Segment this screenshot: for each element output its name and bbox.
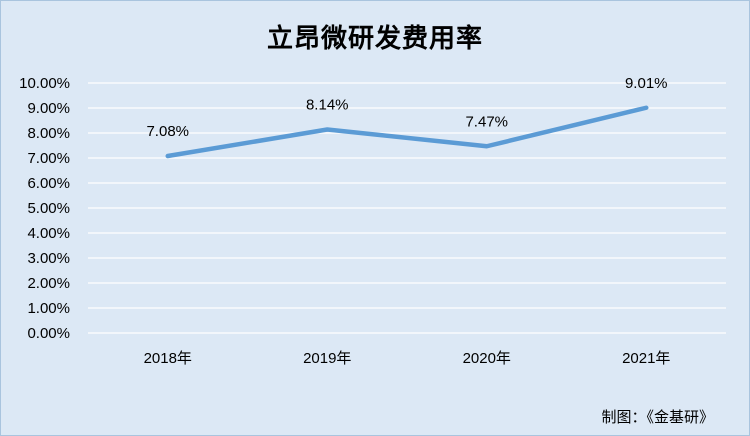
y-tick-label: 3.00% (27, 250, 70, 267)
chart-title: 立昂微研发费用率 (266, 24, 483, 54)
y-tick-label: 2.00% (27, 275, 70, 292)
y-axis: 0.00% 1.00% 2.00% 3.00% 4.00% 5.00% 6.00% 7.00%… (19, 75, 70, 342)
y-tick-label: 0.00% (27, 325, 70, 342)
y-tick-label: 4.00% (27, 225, 70, 242)
series-line (165, 105, 649, 159)
x-tick-label: 2020年 (463, 350, 511, 367)
data-point (326, 129, 328, 130)
y-tick-label: 9.00% (27, 100, 70, 117)
y-tick-label: 1.00% (27, 300, 70, 317)
x-tick-label: 2018年 (144, 350, 192, 367)
data-point (167, 155, 169, 157)
x-axis: 2018年 2019年 2020年 2021年 (144, 350, 671, 367)
data-label: 9.01% (625, 75, 668, 92)
data-point (645, 107, 647, 109)
data-label: 8.14% (306, 97, 349, 114)
y-tick-label: 5.00% (27, 200, 70, 217)
x-tick-label: 2019年 (303, 350, 351, 367)
y-tick-label: 8.00% (27, 125, 70, 142)
data-label: 7.47% (465, 113, 508, 130)
gridlines (88, 82, 726, 334)
chart-credit: 制图：《金基研》 (601, 408, 714, 426)
y-tick-label: 6.00% (27, 175, 70, 192)
x-tick-label: 2021年 (622, 350, 670, 367)
y-tick-label: 7.00% (27, 150, 70, 167)
series-layer (165, 105, 649, 159)
data-labels: 7.08% 8.14% 7.47% 9.01% (146, 75, 667, 140)
data-point (486, 145, 488, 147)
y-tick-label: 10.00% (19, 75, 70, 92)
data-label: 7.08% (146, 123, 189, 140)
